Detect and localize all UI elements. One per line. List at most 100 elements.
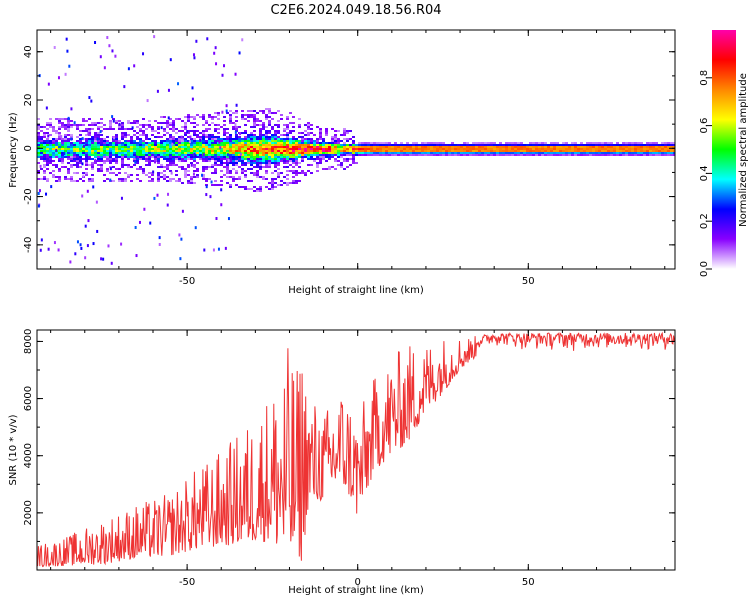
spectrogram-cell xyxy=(277,132,280,134)
spectrogram-cell xyxy=(334,152,337,154)
spectrogram-cell xyxy=(391,152,394,154)
spectrogram-cell xyxy=(310,152,313,154)
spectrogram-cell xyxy=(210,180,213,184)
spectrogram-cell xyxy=(88,140,91,142)
spectrogram-cell xyxy=(424,148,427,150)
spectrogram-cell xyxy=(565,152,568,154)
spectrogram-cell xyxy=(448,144,451,146)
spectrogram-cell xyxy=(136,148,139,150)
spectrogram-cell xyxy=(433,144,436,146)
spectrogram-cell xyxy=(37,154,40,156)
spectrogram-cell xyxy=(202,170,205,172)
spectrogram-cell xyxy=(349,144,352,146)
spectrogram-cell xyxy=(226,172,229,174)
spectrogram-cell xyxy=(232,122,235,124)
spectrogram-cell xyxy=(208,178,211,180)
spectrogram-cell xyxy=(70,180,73,182)
spectrogram-cell xyxy=(166,132,169,134)
spectrogram-cell xyxy=(313,140,316,142)
spectrogram-cell xyxy=(169,162,172,164)
spectrogram-cell xyxy=(349,152,352,154)
spectrogram-cell xyxy=(169,164,172,166)
spectrogram-cell xyxy=(247,160,250,162)
spectrogram-frame xyxy=(36,29,676,270)
spectrogram-cell xyxy=(193,122,196,124)
spectrogram-cell xyxy=(484,142,487,144)
spectrogram-cell xyxy=(241,168,244,170)
spectrogram-cell xyxy=(274,132,277,134)
spectrogram-cell xyxy=(361,142,364,144)
spectrogram-cell xyxy=(301,148,304,150)
spectrogram-cell xyxy=(193,150,196,152)
spectrogram-cell xyxy=(508,154,511,156)
spectrogram-cell xyxy=(166,180,169,182)
spectrogram-cell xyxy=(550,142,553,144)
spectrogram-cell xyxy=(100,118,103,120)
spectrogram-cell xyxy=(184,132,187,134)
spectrogram-cell xyxy=(169,118,172,120)
spectrogram-cell xyxy=(109,146,112,148)
spectrogram-cell xyxy=(289,164,292,166)
spectrogram-cell xyxy=(520,144,523,146)
spectrogram-cell xyxy=(229,170,232,172)
spectrogram-cell xyxy=(538,142,541,144)
spectrogram-cell xyxy=(421,150,424,152)
spectrogram-cell xyxy=(49,144,52,146)
spectrogram-cell xyxy=(142,124,145,126)
spectrogram-cell xyxy=(319,156,322,158)
spectrogram-cell xyxy=(181,160,184,162)
spectrogram-cell xyxy=(316,162,319,164)
spectrogram-cell xyxy=(70,134,73,136)
spectrogram-cell xyxy=(268,138,271,140)
spectrogram-cell xyxy=(154,150,157,152)
spectrogram-cell xyxy=(115,144,118,146)
spectrogram-cell xyxy=(115,174,118,176)
spectrogram-cell xyxy=(37,204,40,208)
spectrogram-cell xyxy=(400,150,403,152)
spectrogram-cell xyxy=(166,142,169,144)
spectrogram-cell xyxy=(634,150,637,152)
spectrogram-cell xyxy=(157,142,160,144)
spectrogram-cell xyxy=(136,154,139,156)
spectrogram-cell xyxy=(127,67,130,71)
spectrogram-cell xyxy=(340,144,343,146)
spectrogram-cell xyxy=(256,160,259,162)
spectrogram-cell xyxy=(238,148,241,150)
spectrogram-cell xyxy=(619,150,622,152)
spectrogram-cell xyxy=(490,148,493,150)
spectrogram-cell xyxy=(673,150,675,152)
spectrogram-cell xyxy=(169,152,172,154)
spectrogram-cell xyxy=(199,150,202,152)
spectrogram-cell xyxy=(97,160,100,162)
spectrogram-cell xyxy=(568,154,571,156)
spectrogram-cell xyxy=(76,160,79,162)
spectrogram-cell xyxy=(436,146,439,148)
spectrogram-cell xyxy=(106,150,109,152)
spectrogram-cell xyxy=(169,156,172,158)
spectrogram-cell xyxy=(280,184,283,186)
spectrogram-cell xyxy=(223,152,226,154)
spectrogram-cell xyxy=(139,156,142,158)
spectrogram-cell xyxy=(109,142,112,144)
spectrogram-cell xyxy=(151,144,154,146)
spectrogram-cell xyxy=(67,162,70,164)
spectrogram-cell xyxy=(115,136,118,138)
spectrogram-cell xyxy=(277,168,280,170)
spectrogram-cell xyxy=(88,128,91,130)
spectrogram-cell xyxy=(199,152,202,154)
spectrogram-cell xyxy=(313,158,316,160)
spectrogram-cell xyxy=(442,146,445,148)
spectrogram-cell xyxy=(427,142,430,144)
spectrogram-cell xyxy=(367,154,370,156)
spectrogram-cell xyxy=(379,152,382,154)
spectrogram-cell xyxy=(499,154,502,156)
spectrogram-cell xyxy=(121,134,124,136)
spectrogram-cell xyxy=(664,152,667,154)
spectrogram-cell xyxy=(496,150,499,152)
spectrogram-cell xyxy=(325,130,328,132)
spectrogram-cell xyxy=(400,146,403,148)
spectrogram-cell xyxy=(409,146,412,148)
spectrogram-cell xyxy=(57,76,60,80)
spectrogram-cell xyxy=(61,150,64,152)
spectrogram-cell xyxy=(115,156,118,158)
